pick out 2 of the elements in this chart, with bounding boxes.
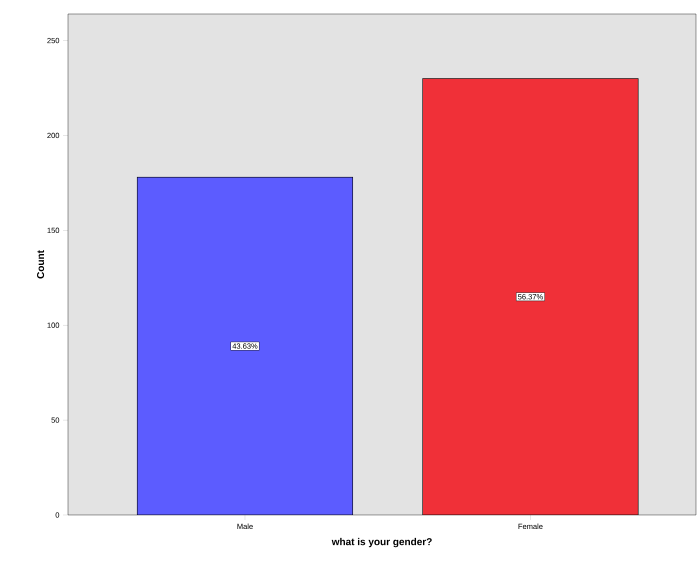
x-axis-title: what is your gender? <box>332 538 432 548</box>
y-axis-title: Count <box>37 250 44 279</box>
